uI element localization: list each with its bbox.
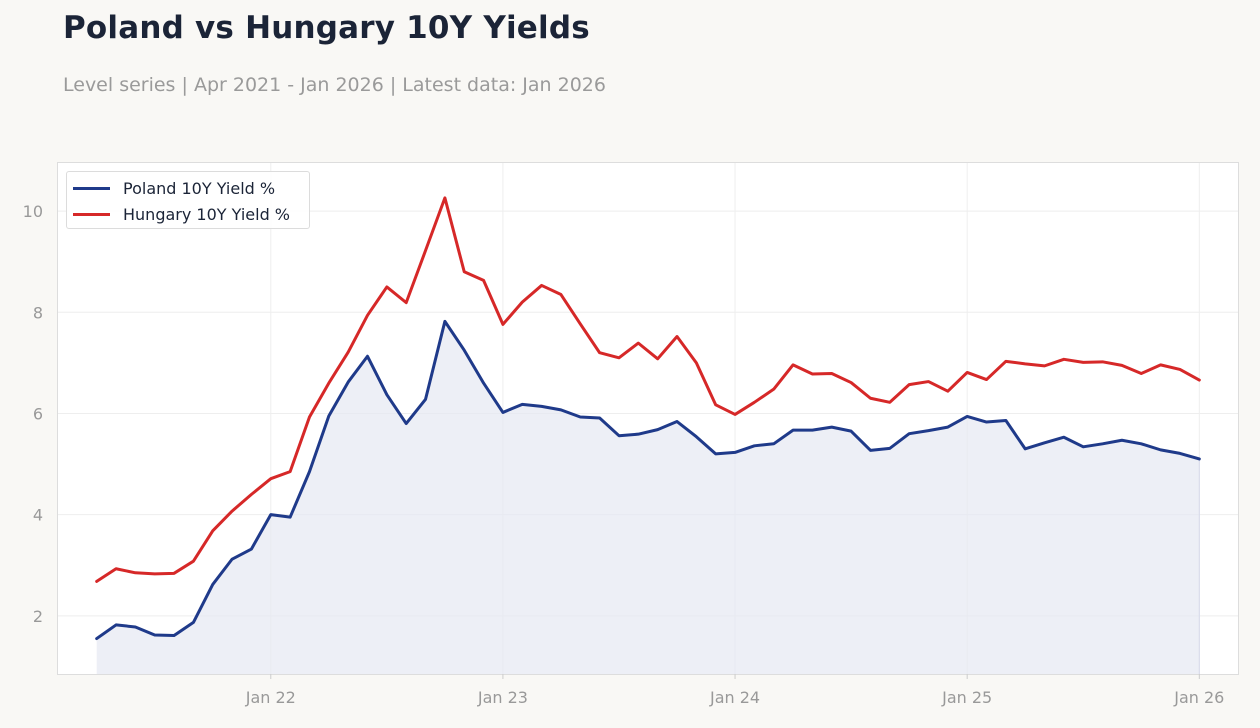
legend-label-hungary: Hungary 10Y Yield % (123, 204, 291, 224)
chart-title: Poland vs Hungary 10Y Yields (63, 10, 590, 46)
y-tick-label: 10 (23, 202, 43, 221)
series-line-poland (95, 319, 1201, 641)
series-lines (95, 196, 1201, 641)
chart-subtitle: Level series | Apr 2021 - Jan 2026 | Lat… (63, 74, 606, 96)
legend-item-poland: Poland 10Y Yield % (73, 178, 275, 198)
y-tick-label: 4 (33, 506, 43, 525)
x-tick-label: Jan 26 (1173, 688, 1224, 707)
legend-item-hungary: Hungary 10Y Yield % (73, 204, 290, 224)
y-tick-label: 6 (33, 404, 43, 423)
y-axis-ticks: 2 4 6 8 10 (23, 202, 43, 626)
series-line-hungary (95, 196, 1201, 583)
x-tick-label: Jan 23 (477, 688, 528, 707)
x-tick-label: Jan 24 (709, 688, 760, 707)
legend-swatch-poland (73, 186, 110, 190)
y-tick-label: 2 (33, 607, 43, 626)
area-poland (96, 321, 1200, 674)
legend-swatch-hungary (73, 212, 110, 216)
legend: Poland 10Y Yield % Hungary 10Y Yield % (66, 171, 310, 229)
x-tick-label: Jan 22 (245, 688, 296, 707)
x-tick-label: Jan 25 (941, 688, 992, 707)
legend-label-poland: Poland 10Y Yield % (123, 178, 276, 198)
y-tick-label: 8 (33, 303, 43, 322)
area-layer (96, 321, 1200, 674)
x-axis-ticks: Jan 22 Jan 23 Jan 24 Jan 25 Jan 26 (245, 674, 1224, 707)
